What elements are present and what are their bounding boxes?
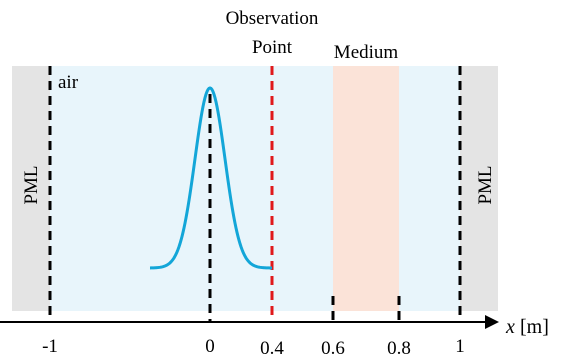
pml-left-region — [12, 66, 50, 311]
x-axis-unit: [m] — [520, 316, 549, 338]
tick-label: 0.4 — [260, 338, 284, 354]
medium-label: Medium — [334, 42, 399, 63]
observation-label-line1: Observation — [226, 8, 319, 29]
pml-right-label: PML — [475, 165, 496, 204]
tick-label: 0.6 — [321, 338, 345, 354]
x-axis-variable: x — [505, 316, 515, 338]
pml-left-label: PML — [21, 165, 42, 204]
observation-label-line2: Point — [252, 37, 293, 58]
tick-label: -1 — [42, 336, 58, 354]
air-label: air — [58, 72, 79, 93]
tick-label: 0 — [205, 336, 215, 354]
x-axis-arrowhead — [485, 315, 499, 329]
tick-label: 0.8 — [387, 338, 411, 354]
gaussian-pulse-curve — [149, 86, 273, 270]
pml-right-region — [460, 66, 498, 311]
tick-label: 1 — [455, 336, 465, 354]
medium-region — [333, 66, 399, 311]
